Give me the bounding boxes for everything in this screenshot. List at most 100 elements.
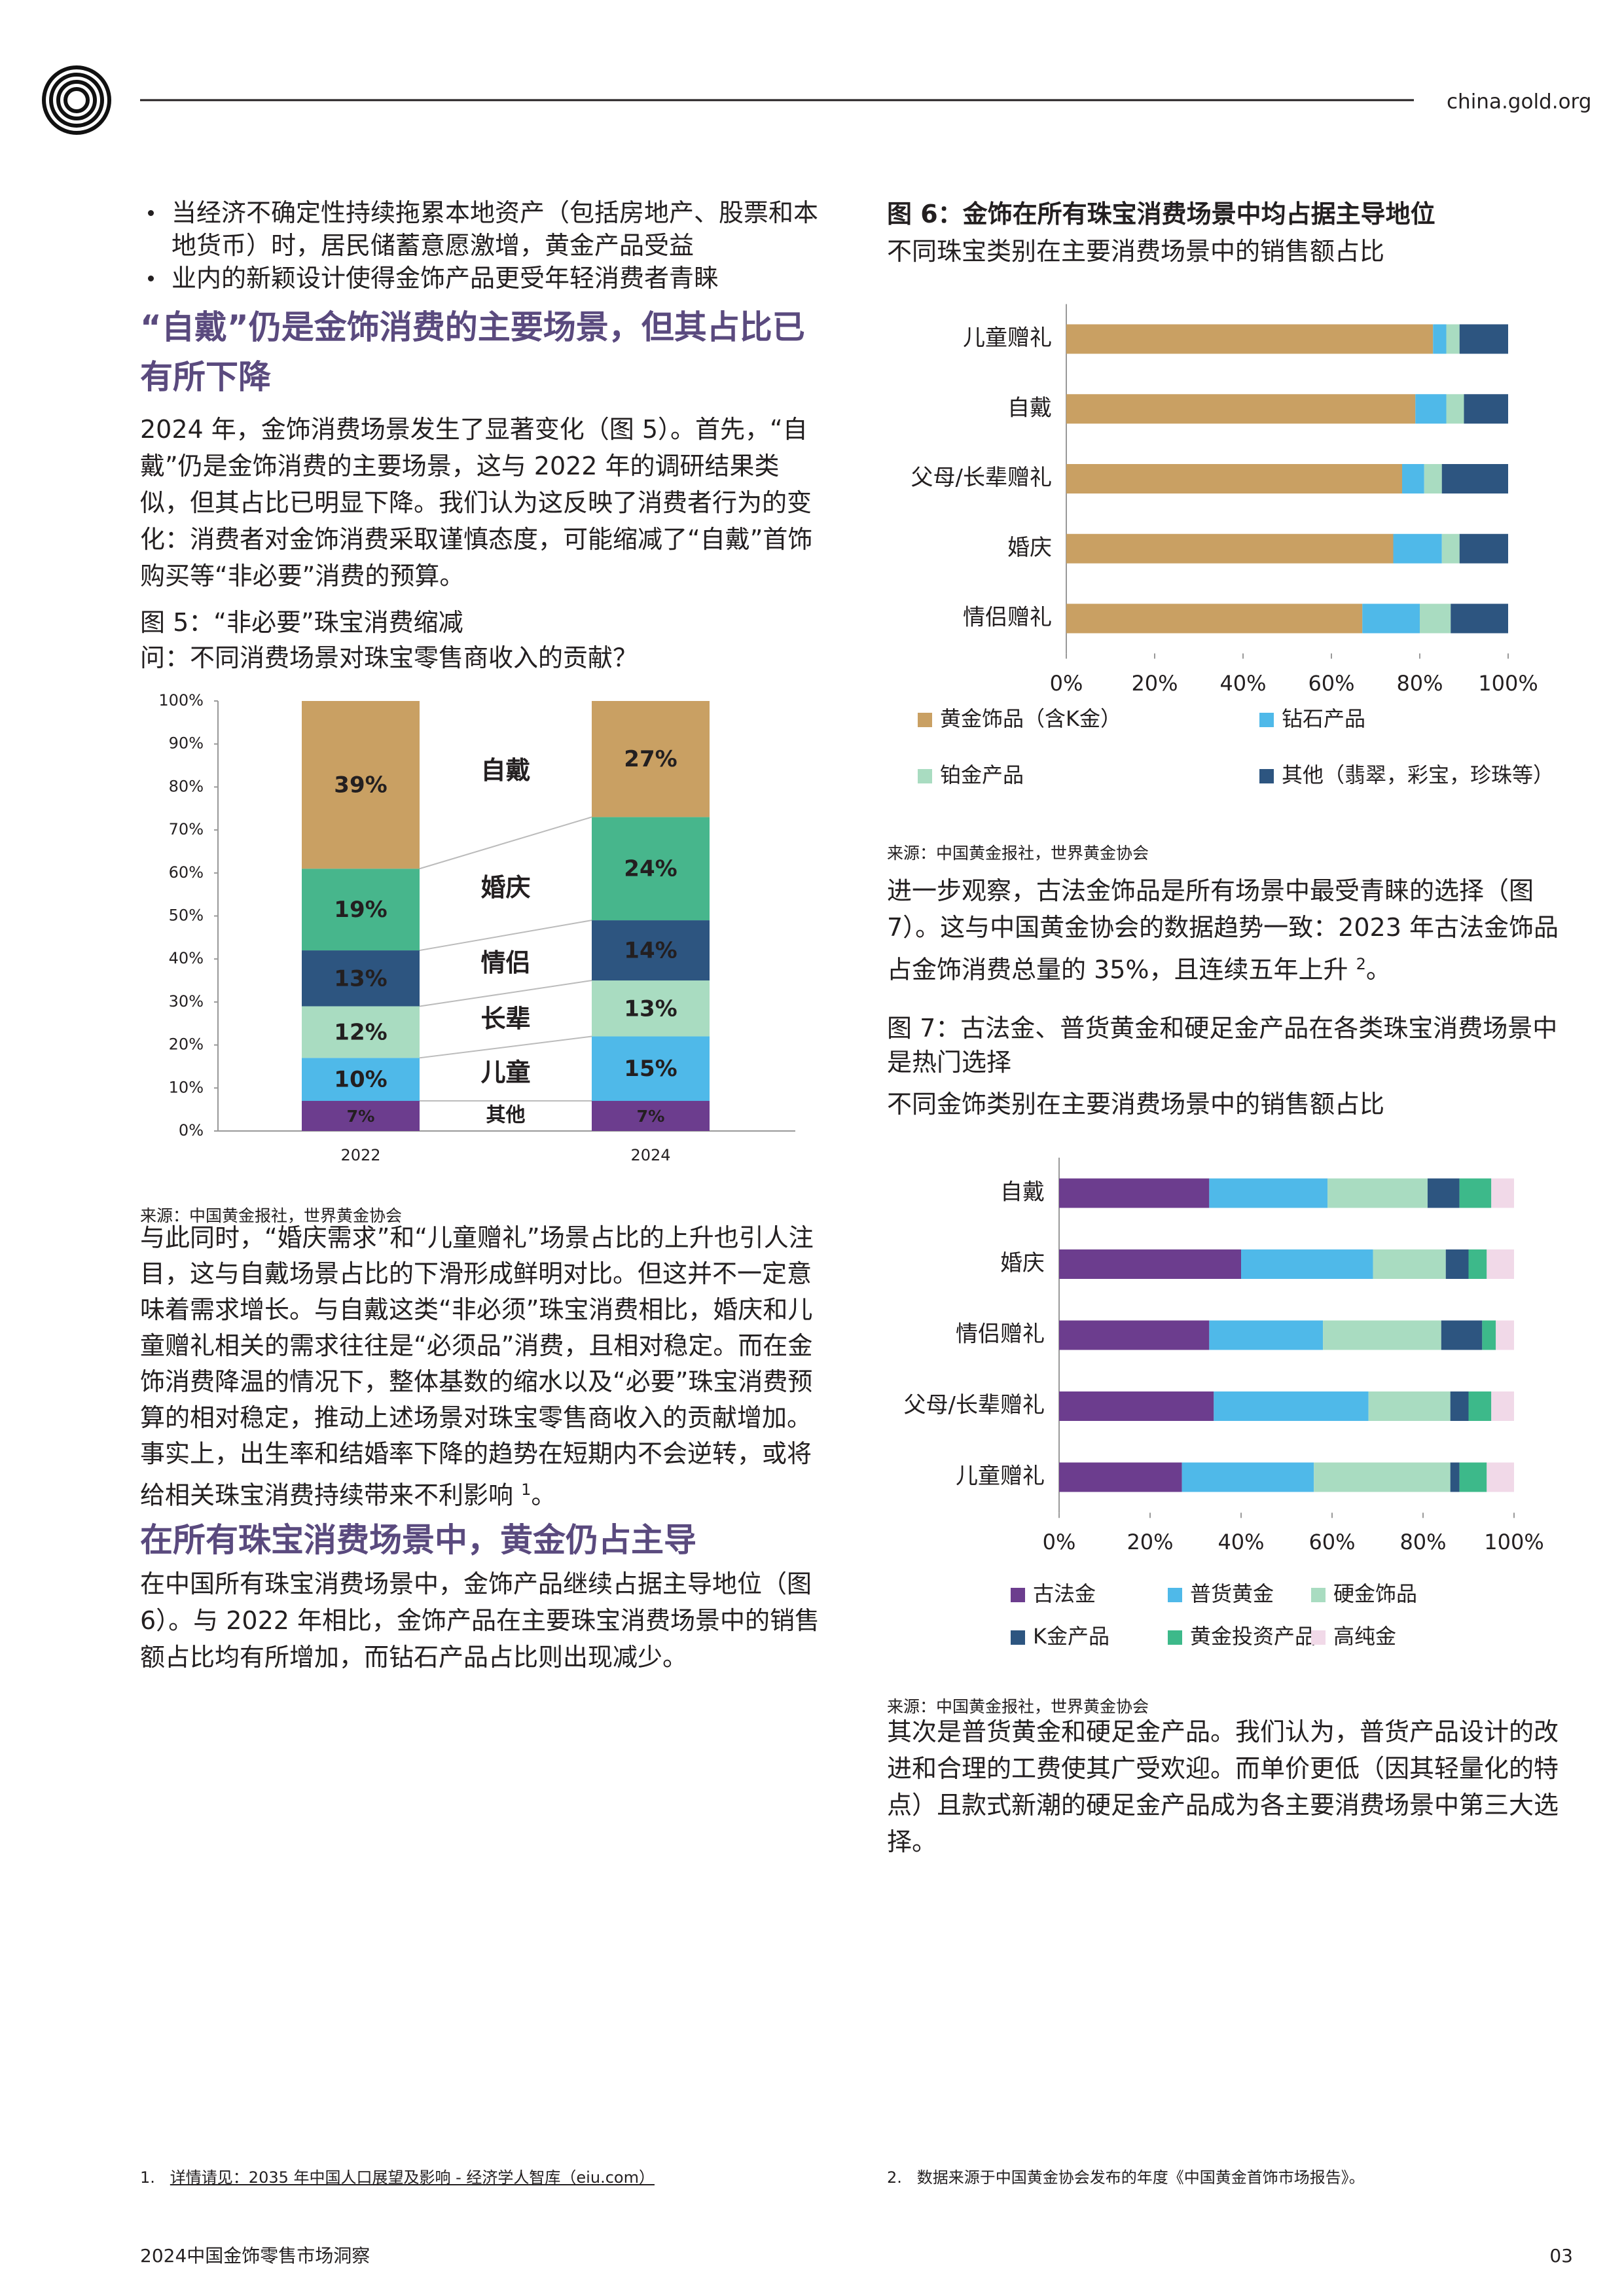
legend-swatch [1311,1630,1326,1645]
chart: 0% 20% 40% 60% 80% 100% 儿童赠礼自戴父母/长辈赠礼婚庆情侣赠礼黄金饰… [911,304,1554,787]
bar-segment [1362,603,1420,634]
bar-segment [592,701,710,817]
connector [419,920,592,952]
bar-segment [1241,1249,1373,1279]
y-tick-label: 父母/长辈赠礼 [911,465,1052,491]
series-label: 长辈 [480,1004,530,1033]
value-label: 14% [624,938,677,964]
connector [419,816,592,870]
bullet: 业内的新颖设计使得金饰产品更受年轻消费者青睐 [140,262,821,295]
figure-title: 图 5：“非必要”珠宝消费缩减 [140,608,463,637]
legend-label: 硬金饰品 [1333,1581,1417,1606]
connector [419,980,592,1007]
y-tick-label: 20% [169,1035,204,1054]
figure-title: 图 7：古法金、普货黄金和硬足金产品在各类珠宝消费场景中是热门选择 [887,1014,1558,1077]
bar-segment [1468,1391,1492,1421]
legend-swatch [1011,1588,1025,1602]
section-heading: “自戴”仍是金饰消费的主要场景，但其占比已有所下降 [140,308,805,396]
legend-label: 普货黄金 [1190,1581,1274,1606]
x-tick-label: 0% [1043,1530,1076,1554]
footer-title: 2024中国金饰零售市场洞察 [140,2245,370,2267]
bar-segment [1433,324,1447,354]
bar-segment [1415,394,1447,424]
series-label: 儿童 [480,1058,530,1086]
bar-segment [1059,1391,1214,1421]
x-tick-label: 80% [1399,1530,1446,1554]
x-tick-label: 2022 [340,1146,380,1164]
bar-segment [1491,1391,1514,1421]
bar-segment [1402,464,1424,493]
bar-segment [1066,394,1416,424]
site-url[interactable]: china.gold.org [1447,90,1591,114]
y-tick-label: 儿童赠礼 [956,1463,1045,1490]
bar-segment [592,920,710,981]
value-label: 19% [334,897,387,923]
y-tick-label: 30% [169,992,204,1011]
legend-label: 古法金 [1033,1581,1096,1606]
page-header: china.gold.org [42,65,1591,135]
y-tick-label: 婚庆 [1007,535,1052,561]
bar-segment [1487,1249,1514,1279]
x-tick-label: 80% [1396,671,1443,696]
y-tick-label: 情侣赠礼 [963,605,1052,631]
bar-segment [1464,394,1508,424]
bar-segment [302,950,420,1007]
y-tick-label: 0% [179,1121,204,1139]
connector [419,1035,592,1059]
x-tick-label: 20% [1131,671,1178,696]
value-label: 7% [637,1107,665,1126]
value-label: 7% [347,1107,375,1126]
value-label: 13% [334,965,387,992]
footnote-ref: 2 [1356,955,1366,973]
x-tick-label: 60% [1308,1530,1355,1554]
text: 。 [531,1480,556,1510]
bar-segment [1066,464,1402,493]
legend-label: 其他（翡翠，彩宝，珍珠等） [1282,762,1554,787]
value-label: 13% [624,996,677,1022]
legend-swatch [918,713,932,727]
footnote-number: 2. [887,2168,902,2187]
text: 与此同时，“婚庆需求”和“儿童赠礼”场景占比的上升也引人注目，这与自戴场景占比的… [140,1223,814,1510]
paragraph: 其次是普货黄金和硬足金产品。我们认为，普货产品设计的改进和合理的工费使其广受欢迎… [887,1717,1559,1856]
figure-subtitle: 不同珠宝类别在主要消费场景中的销售额占比 [887,237,1385,266]
bar-segment [1059,1249,1241,1279]
bar-segment [592,980,710,1037]
bullet-list: 当经济不确定性持续拖累本地资产（包括房地产、股票和本地货币）时，居民储蓄意愿激增… [140,196,821,295]
bar-segment [1459,1178,1492,1208]
series-label: 婚庆 [480,873,530,902]
legend-swatch [1259,713,1274,727]
y-tick-label: 婚庆 [1000,1250,1045,1276]
logo [42,65,111,135]
bar-segment [592,1036,710,1102]
chart: 0% 20% 40% 60% 80% 100% 自戴婚庆情侣赠礼父母/长辈赠礼儿童赠礼古法金… [904,1157,1544,1649]
bar-segment [1059,1178,1210,1208]
y-tick-label: 70% [169,820,204,838]
footnote-link[interactable]: 详情请见：2035 年中国人口展望及影响 - 经济学人智库（eiu.com） [170,2168,655,2187]
y-tick-label: 100% [158,691,204,709]
bar-segment [1424,464,1442,493]
value-label: 39% [334,772,387,798]
y-tick-label: 父母/长辈赠礼 [904,1392,1045,1418]
legend-swatch [1259,769,1274,783]
text: 。 [1365,955,1391,984]
legend-label: K金产品 [1033,1624,1110,1649]
footnote-text: 数据来源于中国黄金协会发布的年度《中国黄金首饰市场报告》。 [916,2168,1365,2187]
bar-segment [1214,1391,1369,1421]
value-label: 10% [334,1067,387,1093]
figure-subtitle: 不同金饰类别在主要消费场景中的销售额占比 [887,1090,1385,1119]
bar-segment [592,1101,710,1131]
bar-segment [592,817,710,921]
bar-segment [1441,533,1460,564]
value-label: 15% [624,1056,677,1082]
bar-segment [1059,1462,1182,1492]
paragraph: 与此同时，“婚庆需求”和“儿童赠礼”场景占比的上升也引人注目，这与自戴场景占比的… [140,1220,821,1514]
footnote: 2. 数据来源于中国黄金协会发布的年度《中国黄金首饰市场报告》。 [887,2166,1365,2189]
bar-segment [302,1006,420,1058]
figure-title: 图 6：金饰在所有珠宝消费场景中均占据主导地位 [887,200,1435,228]
x-tick-label: 40% [1219,671,1266,696]
bar-segment [1459,1462,1487,1492]
source: 来源：中国黄金报社，世界黄金协会 [887,844,1149,863]
bar-segment [1491,1178,1514,1208]
bar-segment [1368,1391,1451,1421]
